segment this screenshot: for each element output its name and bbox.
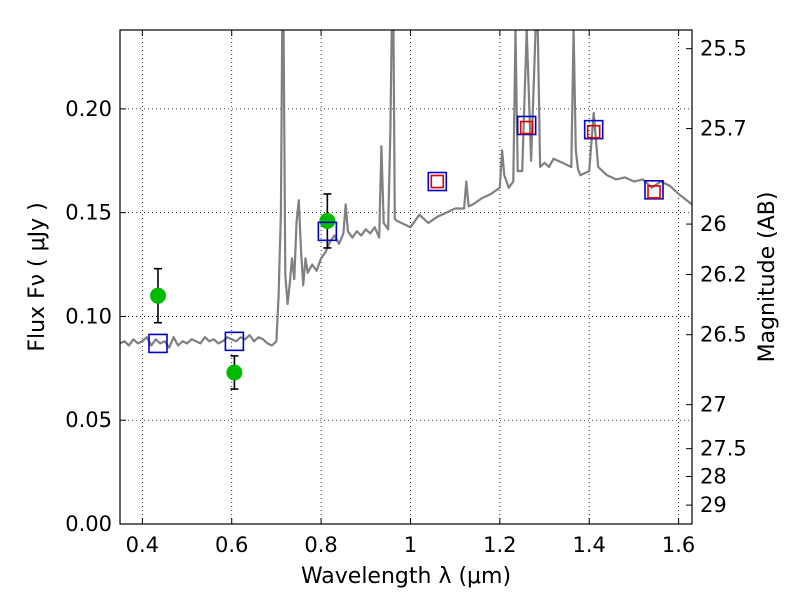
x-axis-title: Wavelength λ (μm) — [301, 564, 511, 589]
model-point-blue — [148, 333, 168, 354]
model-point-red — [647, 185, 661, 199]
y2-axis-title: Magnitude (AB) — [755, 192, 780, 363]
y-tick-label: 0.00 — [65, 512, 112, 536]
x-tick-label: 0.4 — [126, 533, 159, 557]
model-point-blue — [427, 171, 448, 192]
y2-tick-label: 27.5 — [700, 437, 747, 461]
y2-tick-label: 26 — [700, 212, 727, 236]
plot-area — [120, 30, 692, 524]
observed-point — [149, 287, 166, 304]
model-point-red — [519, 120, 534, 135]
y2-tick-label: 26.2 — [700, 263, 747, 287]
y2-tick-label: 28 — [700, 464, 727, 488]
x-tick-label: 1.2 — [483, 533, 516, 557]
spectrum-line — [120, 30, 692, 349]
x-tick-label: 1.6 — [662, 533, 695, 557]
model-point-blue — [644, 180, 664, 200]
x-tick-label: 0.6 — [215, 533, 248, 557]
y-tick-label: 0.05 — [65, 408, 112, 432]
model-point-blue — [224, 331, 245, 352]
observed-point — [226, 364, 243, 381]
y-tick-label: 0.10 — [65, 304, 112, 328]
y-axis-title: Flux Fν ( μJy ) — [25, 202, 50, 351]
observed-point — [319, 212, 336, 229]
spectrum-layer — [120, 30, 692, 349]
model-point-red — [586, 124, 601, 139]
y2-tick-label: 29 — [700, 493, 727, 517]
y2-tick-label: 25.7 — [700, 117, 747, 141]
x-tick-label: 1.4 — [573, 533, 606, 557]
plot-frame — [119, 29, 693, 525]
x-tick-label: 0.8 — [304, 533, 337, 557]
tick-layer: 0.4 0.6 0.8 1 1.2 1.4 1.6 0.00 0.05 0.10 0.15 0.20 2… — [65, 30, 747, 557]
model-point-red — [430, 174, 445, 189]
points-layer — [148, 115, 664, 390]
y2-tick-label: 26.5 — [700, 323, 747, 347]
y-tick-label: 0.20 — [65, 97, 112, 121]
x-tick-label: 1 — [404, 533, 417, 557]
y2-tick-label: 27 — [700, 393, 727, 417]
y2-tick-label: 25.5 — [700, 37, 747, 61]
model-point-blue — [317, 221, 338, 242]
model-point-blue — [583, 119, 604, 140]
model-point-blue — [516, 115, 537, 136]
y-tick-label: 0.15 — [65, 201, 112, 225]
